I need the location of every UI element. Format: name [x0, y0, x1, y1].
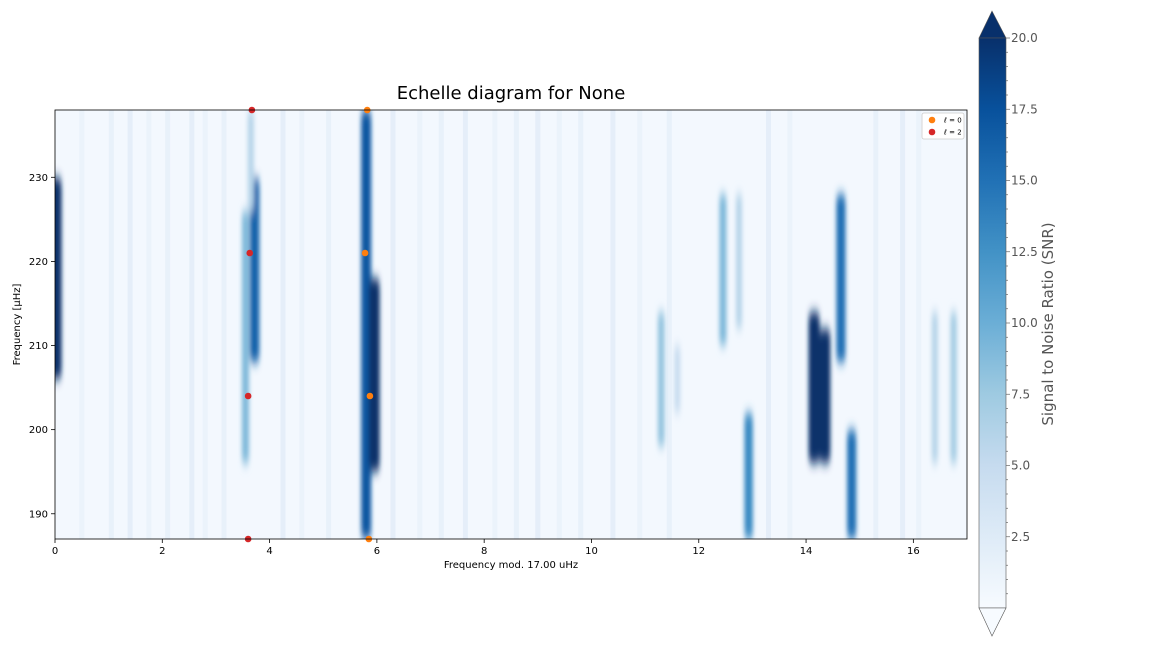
colorbar-tick-label: 17.5 [1011, 102, 1038, 116]
colorbar: 2.5 5.0 7.5 10.0 12.5 15.0 17.5 20.0 Signal to … [978, 10, 1057, 637]
background-streak [417, 110, 423, 539]
snr-ridge [361, 110, 372, 539]
legend-label-l0: ℓ = 0 [943, 117, 962, 125]
y-axis-ticks: 190 200 210 220 230 [29, 173, 55, 520]
background-streak [787, 110, 793, 539]
plot-frame [54, 109, 968, 540]
background-streak [390, 110, 396, 539]
x-tick-label: 12 [692, 546, 705, 557]
snr-ridge [247, 110, 254, 211]
legend: ℓ = 0 ℓ = 2 [921, 112, 965, 140]
legend-marker-l0 [928, 116, 936, 124]
background-streak [108, 110, 114, 539]
background-streak [326, 110, 332, 539]
snr-ridge [55, 177, 62, 380]
y-tick-label: 210 [29, 341, 48, 352]
background-streaks [79, 110, 922, 539]
l0-mode-point [361, 249, 369, 257]
colorbar-tick-label: 5.0 [1011, 459, 1030, 473]
snr-ridge [950, 311, 957, 464]
y-axis-label: Frequency [μHz] [12, 284, 23, 366]
colorbar-tick-label: 10.0 [1011, 316, 1038, 330]
y-tick-label: 220 [29, 257, 48, 268]
colorbar-gradient [978, 37, 1007, 609]
snr-ridge [657, 311, 665, 447]
background-streak [221, 110, 227, 539]
background-streak [189, 110, 195, 539]
background-streak [492, 110, 498, 539]
background-streak [916, 110, 922, 539]
background-streak [79, 110, 85, 539]
colorbar-top-extend [978, 10, 1007, 39]
colorbar-tick-label: 15.0 [1011, 174, 1038, 188]
background-streak [873, 110, 879, 539]
background-streak [535, 110, 541, 539]
l0-mode-point [366, 392, 374, 400]
background-streak [513, 110, 519, 539]
y-tick-label: 190 [29, 509, 48, 520]
background-streak [165, 110, 171, 539]
snr-ridge [931, 311, 938, 464]
x-axis-label: Frequency mod. 17.00 uHz [444, 560, 578, 571]
x-tick-label: 6 [374, 546, 380, 557]
snr-ridge [719, 194, 727, 346]
colorbar-tick-label: 12.5 [1011, 245, 1038, 259]
y-tick-label: 200 [29, 425, 48, 436]
colorbar-tick-label: 2.5 [1011, 530, 1030, 544]
snr-ridge [249, 177, 260, 363]
snr-ridge [744, 412, 753, 539]
background-streak [637, 110, 643, 539]
y-tick-label: 230 [29, 173, 48, 184]
snr-ridge [368, 278, 380, 472]
background-streak [438, 110, 444, 539]
x-axis-ticks: 0 2 4 6 8 10 12 14 16 [52, 539, 920, 557]
snr-ridge [808, 311, 820, 464]
background-streak [462, 110, 468, 539]
x-tick-label: 4 [266, 546, 272, 557]
snr-ridge [735, 194, 743, 329]
l2-mode-point [246, 249, 254, 257]
l2-mode-point [244, 392, 252, 400]
colorbar-bottom-extend [978, 607, 1007, 637]
background-streak [280, 110, 286, 539]
background-streak [299, 110, 305, 539]
background-streak [666, 110, 672, 539]
snr-ridge [819, 328, 831, 464]
snr-ridge [836, 194, 846, 363]
chart-title: Echelle diagram for None [397, 83, 626, 104]
background-streak [146, 110, 152, 539]
power-ridges [55, 110, 957, 539]
legend-marker-l2 [928, 128, 936, 136]
background-streak [766, 110, 772, 539]
background-streak [202, 110, 208, 539]
x-tick-label: 2 [159, 546, 165, 557]
x-tick-label: 10 [585, 546, 598, 557]
background-streak [127, 110, 133, 539]
legend-label-l2: ℓ = 2 [943, 129, 962, 137]
x-tick-label: 8 [481, 546, 487, 557]
background-streak [900, 110, 906, 539]
x-tick-label: 14 [800, 546, 813, 557]
colorbar-tick-label: 7.5 [1011, 387, 1030, 401]
x-tick-label: 16 [907, 546, 920, 557]
snr-ridge [847, 429, 857, 539]
colorbar-ticks: 2.5 5.0 7.5 10.0 12.5 15.0 17.5 20.0 [1006, 31, 1038, 595]
colorbar-label: Signal to Noise Ratio (SNR) [1039, 222, 1057, 425]
snr-ridge [674, 345, 681, 413]
snr-ridge [241, 210, 250, 464]
x-tick-label: 0 [52, 546, 58, 557]
background-streak [578, 110, 584, 539]
background-streak [556, 110, 562, 539]
colorbar-tick-label: 20.0 [1011, 31, 1038, 45]
background-streak [610, 110, 616, 539]
